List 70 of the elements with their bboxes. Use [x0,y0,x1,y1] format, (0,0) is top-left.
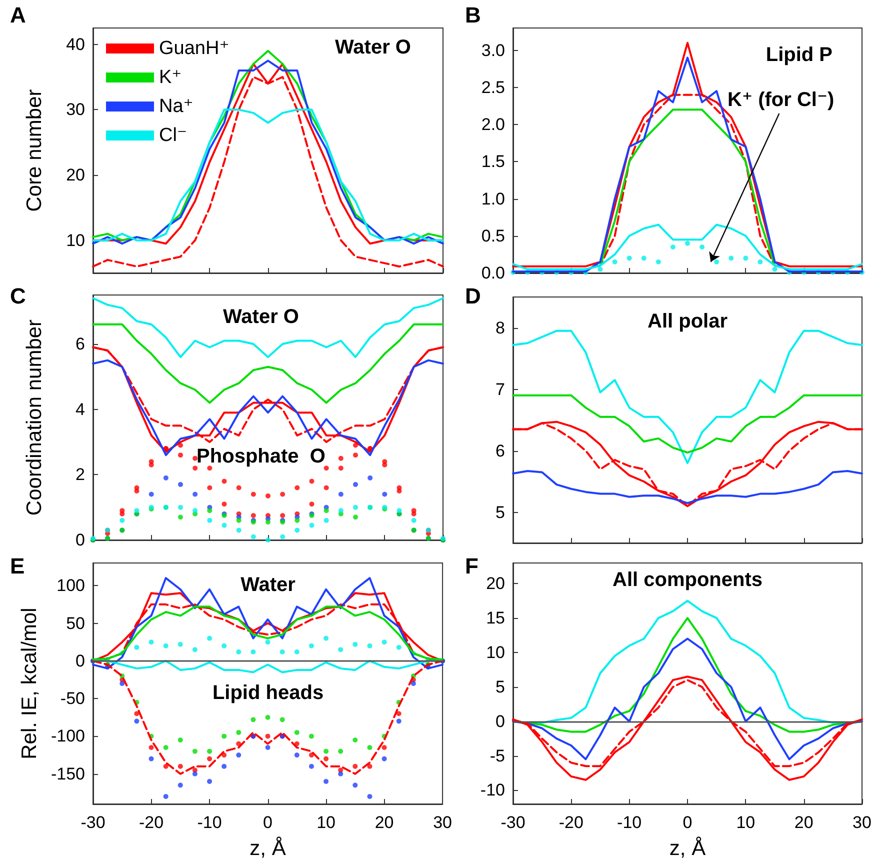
x-tick-label: 10 [316,813,336,832]
x-tick-label: 30 [852,813,872,832]
y-tick-label: 5 [496,502,505,522]
y-axis-title: Rel. IE, kcal/mol [18,608,42,760]
y-tick-label: 100 [56,576,85,596]
y-tick-label: -10 [480,780,505,800]
x-tick-label: 30 [433,813,452,832]
annotation: All polar [647,310,728,333]
y-tick-label: 4 [76,400,85,419]
legend-label: Cl⁻ [159,125,187,146]
y-tick-label: 20 [66,166,85,184]
y-tick-label: 7 [496,380,505,399]
annotation: Water O [223,306,299,328]
legend-label: Na⁺ [159,96,194,117]
x-tick-label: -20 [138,813,164,832]
y-tick-label: 3.0 [481,40,505,60]
y-tick-label: 2 [76,465,85,484]
chart-title: E [10,554,25,578]
x-tick-label: -30 [80,813,106,832]
x-axis-title: z, Å [250,836,286,860]
y-tick-label: 40 [66,34,85,54]
x-tick-label: 0 [682,813,692,832]
chart-title: A [10,2,26,28]
legend-label: GuanH⁺ [159,38,230,59]
x-tick-label: -20 [558,813,584,832]
y-tick-label: 5 [496,677,505,696]
y-tick-label: 50 [66,614,85,633]
y-tick-label: 8 [496,318,505,338]
x-tick-label: 10 [736,813,756,832]
y-tick-label: 6 [496,441,505,460]
y-tick-label: 0 [76,651,85,670]
x-tick-label: 20 [374,813,394,832]
y-tick-label: 1.0 [481,189,505,208]
y-tick-label: -150 [50,764,85,784]
x-tick-label: -10 [197,813,222,832]
chart-title: D [465,284,481,308]
y-tick-label: 6 [76,334,85,354]
legend-label: K⁺ [159,67,182,88]
y-tick-label: -50 [60,689,85,708]
y-tick-label: 15 [486,608,505,628]
chart-title: F [465,554,478,578]
y-tick-label: -5 [490,746,505,766]
y-tick-label: 0 [496,712,505,731]
annotation: Phosphate O [196,446,326,468]
x-tick-label: 20 [794,813,814,832]
y-tick-label: 0.0 [481,264,505,282]
y-tick-label: 30 [66,100,85,120]
annotation: Lipid P [766,44,833,66]
x-tick-label: -30 [500,813,526,832]
annotation: Lipid heads [212,682,324,704]
y-tick-label: 10 [66,230,85,250]
y-tick-label: 0.5 [481,226,505,246]
chart-title: C [10,284,26,308]
y-tick-label: 2.5 [481,78,505,97]
annotation: Water O [335,36,411,59]
y-axis-title: Coordination number [23,319,46,516]
y-tick-label: -100 [50,726,85,746]
y-tick-label: 0 [76,530,85,550]
x-axis-title: z, Å [669,836,706,860]
y-axis-title: Core number [23,89,46,212]
annotation: All components [612,569,763,592]
x-tick-label: -10 [617,813,642,832]
chart-title: B [465,2,481,28]
y-tick-label: 2.0 [481,115,505,134]
y-tick-label: 10 [486,643,505,662]
x-tick-label: 0 [263,813,273,832]
y-tick-label: 1.5 [481,152,505,172]
annotation: K⁺ (for Cl⁻) [728,88,834,111]
y-tick-label: 20 [486,574,505,594]
annotation: Water [240,574,296,596]
